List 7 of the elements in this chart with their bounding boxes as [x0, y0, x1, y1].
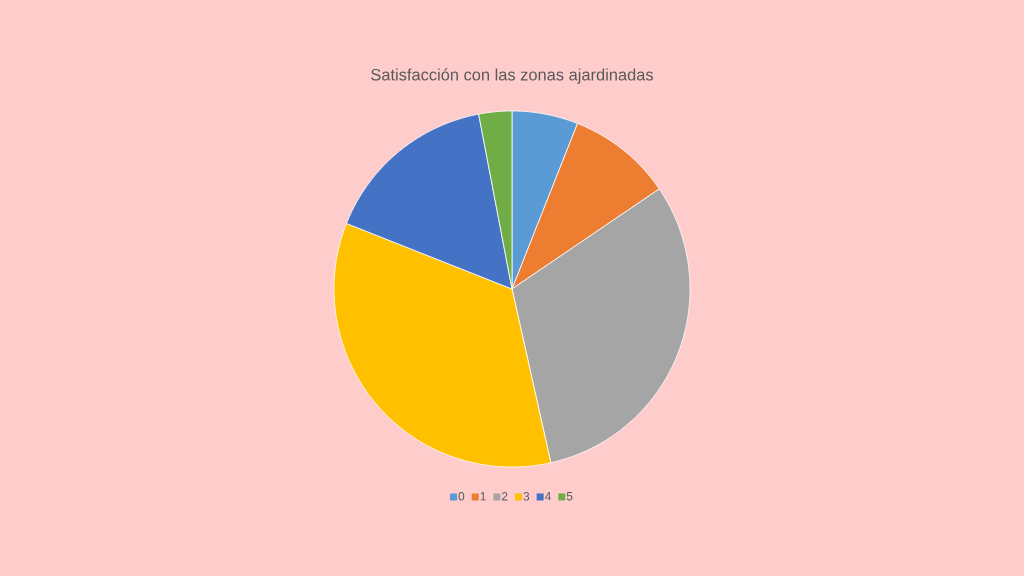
legend-label: 5 [566, 492, 573, 501]
legend-label: 0 [458, 492, 465, 501]
legend-label: 2 [501, 492, 508, 501]
legend-label: 3 [523, 492, 530, 501]
chart-title: Satisfacción con las zonas ajardinadas [371, 68, 653, 84]
legend-label: 1 [480, 492, 486, 501]
legend-label: 4 [544, 492, 551, 501]
